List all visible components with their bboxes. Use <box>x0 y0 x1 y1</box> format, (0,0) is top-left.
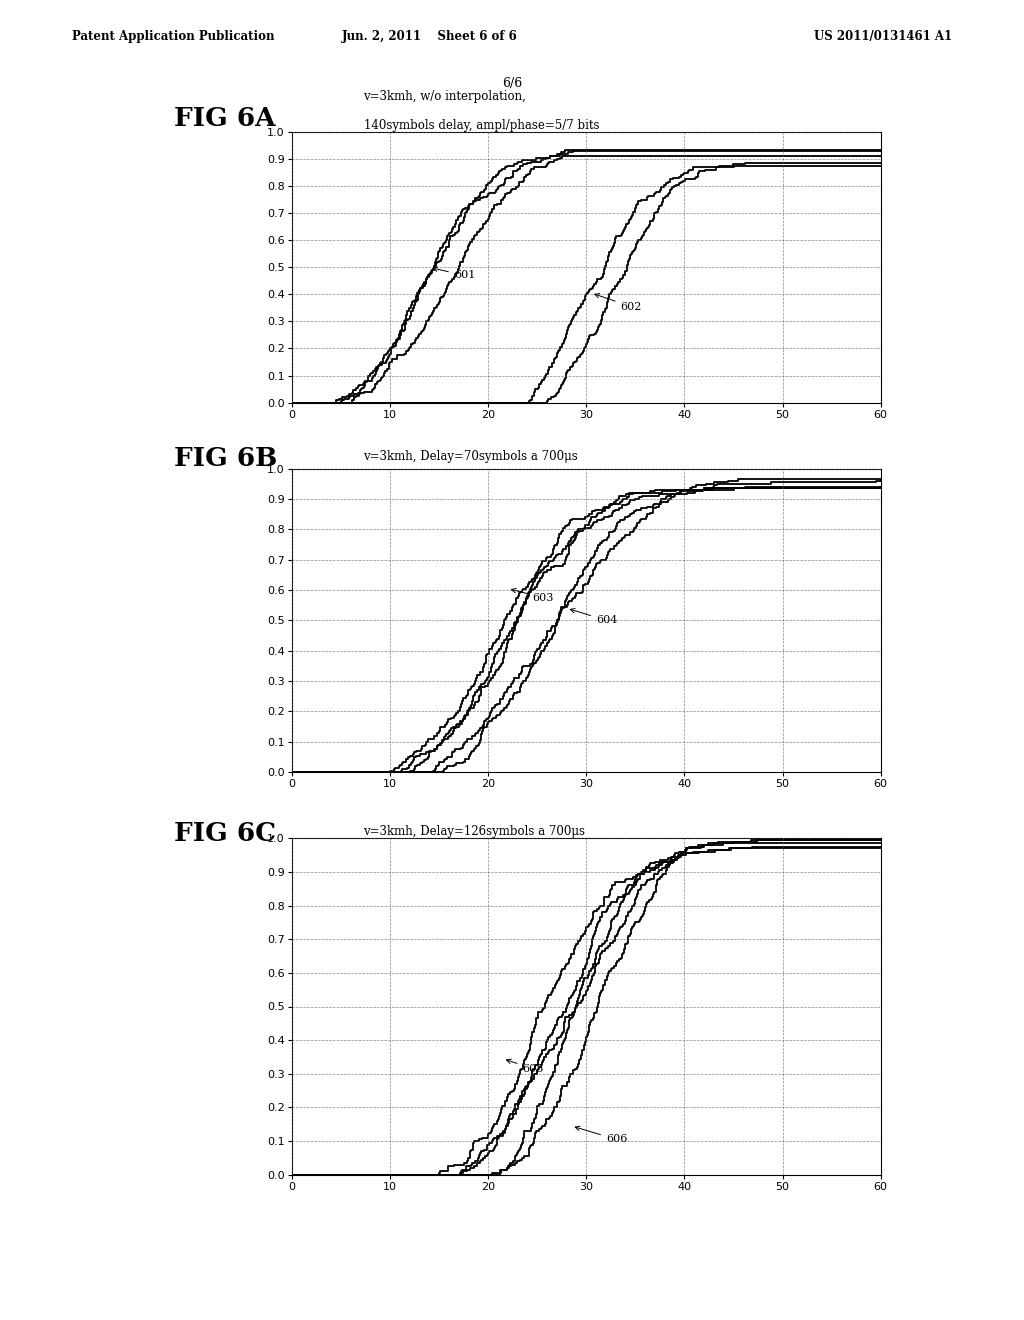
Text: US 2011/0131461 A1: US 2011/0131461 A1 <box>814 30 952 44</box>
Text: FIG 6C: FIG 6C <box>174 821 276 846</box>
Text: 602: 602 <box>595 293 642 312</box>
Text: 601: 601 <box>433 267 475 280</box>
Text: FIG 6B: FIG 6B <box>174 446 278 471</box>
Text: v=3kmh, Delay=126symbols a 700μs: v=3kmh, Delay=126symbols a 700μs <box>364 825 586 838</box>
Text: 605: 605 <box>507 1059 544 1073</box>
Text: 140symbols delay, ampl/phase=5/7 bits: 140symbols delay, ampl/phase=5/7 bits <box>364 119 599 132</box>
Text: 606: 606 <box>575 1126 628 1144</box>
Text: 6/6: 6/6 <box>502 77 522 90</box>
Text: v=3kmh, Delay=70symbols a 700μs: v=3kmh, Delay=70symbols a 700μs <box>364 450 579 463</box>
Text: 604: 604 <box>570 609 617 626</box>
Text: Patent Application Publication: Patent Application Publication <box>72 30 274 44</box>
Text: v=3kmh, w/o interpolation,: v=3kmh, w/o interpolation, <box>364 90 526 103</box>
Text: Jun. 2, 2011    Sheet 6 of 6: Jun. 2, 2011 Sheet 6 of 6 <box>342 30 518 44</box>
Text: 603: 603 <box>511 589 554 603</box>
Text: FIG 6A: FIG 6A <box>174 106 275 131</box>
